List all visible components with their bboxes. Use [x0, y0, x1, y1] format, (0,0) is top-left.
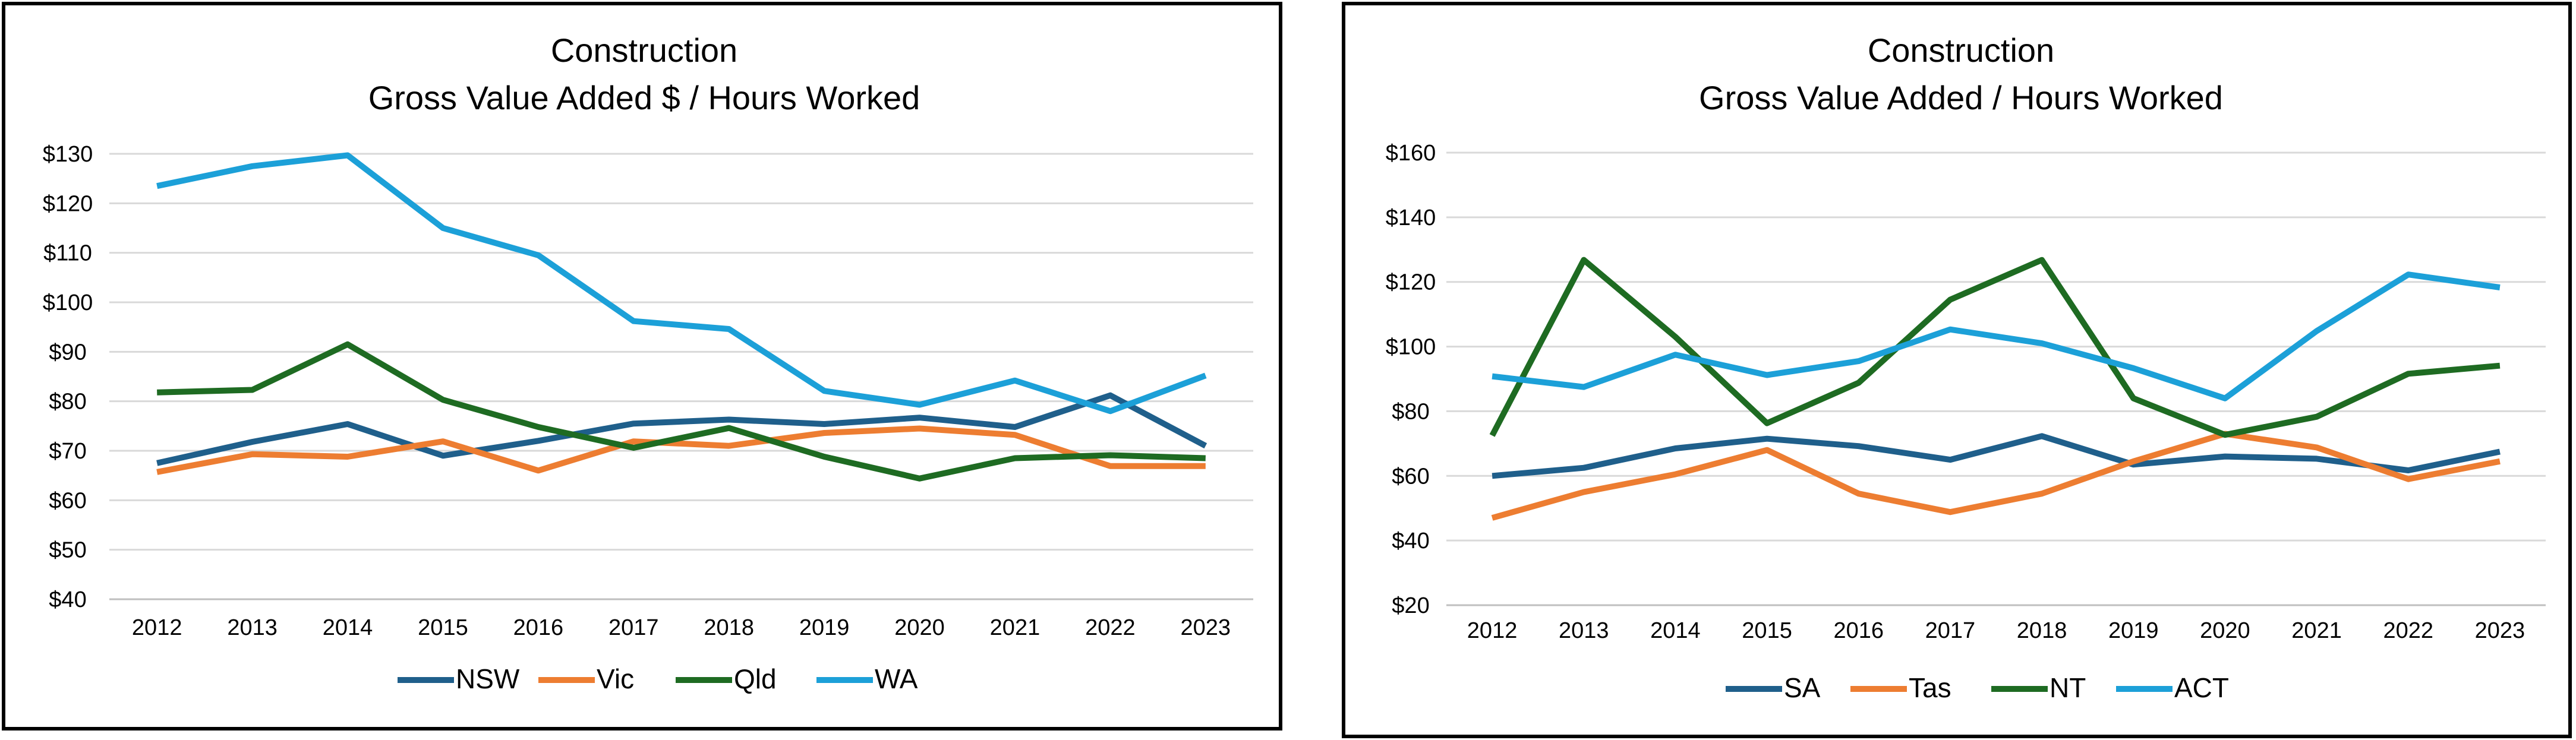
chart-panel-left: Construction Gross Value Added $ / Hours…: [2, 2, 1282, 730]
legend-label: NT: [2050, 672, 2086, 703]
y-tick-label: $70: [49, 439, 86, 464]
y-tick-label: $90: [49, 340, 86, 365]
y-tick-label: $100: [1386, 335, 1436, 360]
legend-item-tas: Tas: [1850, 672, 1951, 703]
y-tick-label: $140: [1386, 205, 1436, 230]
y-tick-label: $60: [49, 488, 86, 513]
x-tick-label: 2018: [704, 615, 754, 640]
x-tick-label: 2012: [1467, 618, 1518, 643]
x-tick-label: 2015: [418, 615, 468, 640]
legend-label: NSW: [456, 663, 520, 694]
legend-item-vic: Vic: [538, 663, 634, 694]
line-chart-left: Construction Gross Value Added $ / Hours…: [43, 31, 1253, 694]
x-tick-label: 2016: [1833, 618, 1884, 643]
x-tick-label: 2022: [2383, 618, 2433, 643]
legend-label: Vic: [597, 663, 634, 694]
legend-item-wa: WA: [816, 663, 918, 694]
chart-panel-right: Construction Gross Value Added / Hours W…: [1342, 2, 2572, 738]
series-line-tas: [1491, 431, 2501, 521]
legend-label: Qld: [734, 663, 777, 694]
y-tick-label: $130: [43, 142, 93, 167]
legend-label: SA: [1784, 672, 1821, 703]
chart-subtitle: Gross Value Added / Hours Worked: [1699, 79, 2223, 116]
y-tick-label: $80: [1392, 399, 1429, 424]
chart-subtitle: Gross Value Added $ / Hours Worked: [368, 79, 920, 116]
x-tick-label: 2014: [323, 615, 373, 640]
x-tick-label: 2015: [1742, 618, 1792, 643]
x-tick-label: 2016: [513, 615, 564, 640]
series-line-vic: [156, 425, 1206, 475]
y-tick-label: $100: [43, 290, 93, 315]
series-line-qld: [157, 341, 1206, 482]
chart-title: Construction: [551, 31, 737, 69]
legend-item-sa: SA: [1726, 672, 1821, 703]
x-tick-label: 2023: [2475, 618, 2525, 643]
y-tick-label: $40: [49, 587, 86, 612]
x-tick-label: 2017: [1925, 618, 1976, 643]
y-tick-label: $50: [49, 538, 86, 563]
x-tick-label: 2018: [2017, 618, 2067, 643]
y-tick-label: $160: [1386, 141, 1436, 166]
y-tick-label: $60: [1392, 464, 1429, 489]
x-tick-label: 2019: [799, 615, 850, 640]
legend-item-nsw: NSW: [398, 663, 520, 694]
x-tick-label: 2022: [1085, 615, 1136, 640]
x-tick-label: 2019: [2108, 618, 2159, 643]
y-tick-label: $40: [1392, 529, 1429, 554]
x-tick-label: 2017: [608, 615, 659, 640]
series-line-wa: [156, 152, 1207, 415]
legend-label: WA: [875, 663, 918, 694]
legend-item-act: ACT: [2116, 672, 2229, 703]
chart-title: Construction: [1868, 31, 2054, 69]
x-tick-label: 2020: [2200, 618, 2250, 643]
y-tick-label: $20: [1392, 593, 1429, 618]
x-tick-label: 2021: [990, 615, 1041, 640]
y-tick-label: $80: [49, 390, 86, 415]
legend-item-qld: Qld: [676, 663, 777, 694]
line-chart-right: Construction Gross Value Added / Hours W…: [1386, 31, 2546, 703]
y-tick-label: $120: [1386, 270, 1436, 295]
series-line-nsw: [156, 392, 1207, 466]
x-tick-label: 2014: [1650, 618, 1701, 643]
series-line-act: [1492, 271, 2501, 401]
legend-label: Tas: [1909, 672, 1951, 703]
x-tick-label: 2013: [227, 615, 278, 640]
x-tick-label: 2013: [1559, 618, 1609, 643]
y-tick-label: $120: [43, 191, 93, 216]
x-tick-label: 2012: [132, 615, 182, 640]
y-tick-label: $110: [43, 241, 92, 266]
x-tick-label: 2020: [894, 615, 945, 640]
series-line-nt: [1489, 257, 2501, 438]
legend-label: ACT: [2174, 672, 2229, 703]
x-tick-label: 2021: [2291, 618, 2342, 643]
x-tick-label: 2023: [1181, 615, 1231, 640]
legend-item-nt: NT: [1991, 672, 2086, 703]
series-line-sa: [1492, 433, 2501, 479]
